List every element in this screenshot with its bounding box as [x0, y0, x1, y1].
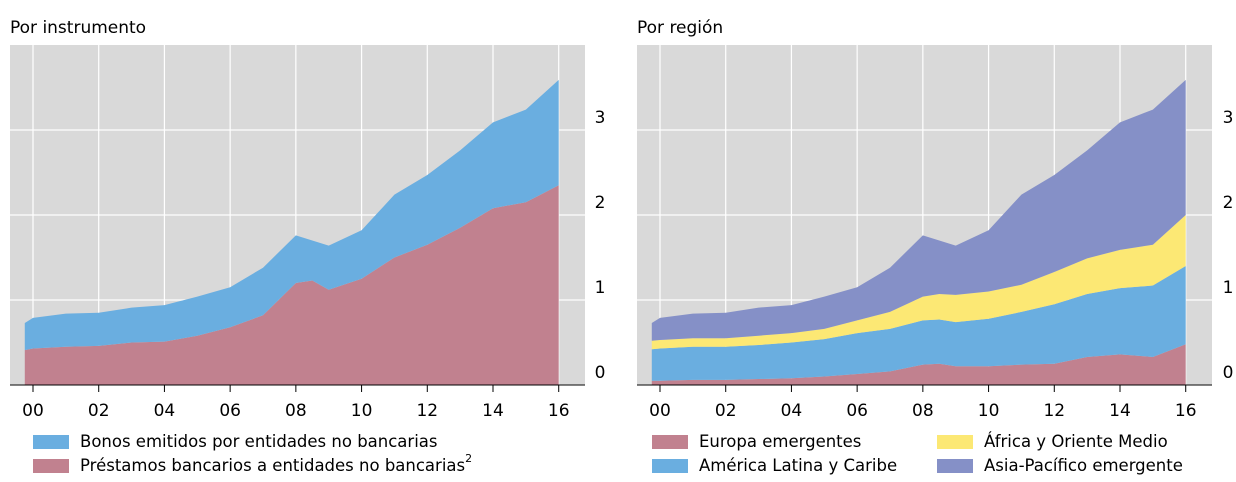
area	[24, 79, 559, 351]
legend-swatch	[33, 459, 69, 473]
y-tick-label: 0	[1223, 363, 1234, 383]
y-tick-label: 3	[1223, 108, 1234, 128]
y-tick-label: 2	[1223, 193, 1234, 213]
area	[24, 185, 559, 385]
panel-title: Por región	[637, 18, 723, 38]
legend-swatch	[33, 435, 69, 449]
x-tick-label: 10	[351, 401, 373, 421]
x-tick-label: 08	[912, 401, 934, 421]
legend-label: Asia-Pacífico emergente	[984, 456, 1183, 475]
x-tick-label: 02	[715, 401, 737, 421]
area	[651, 266, 1186, 381]
legend-label: Europa emergentes	[699, 432, 861, 451]
legend-text: Préstamos bancarios a entidades no banca…	[80, 456, 465, 475]
x-tick-label: 14	[482, 401, 504, 421]
legend-footnote: 2	[465, 452, 472, 465]
x-tick-label: 04	[781, 401, 803, 421]
legend-label: Préstamos bancarios a entidades no banca…	[80, 452, 472, 475]
legend-text: Europa emergentes	[699, 432, 861, 451]
x-tick-label: 00	[22, 401, 44, 421]
legend-label: África y Oriente Medio	[984, 432, 1168, 451]
y-tick-label: 1	[1223, 278, 1234, 298]
area	[651, 344, 1186, 385]
x-tick-label: 06	[846, 401, 868, 421]
legend-text: África y Oriente Medio	[984, 432, 1168, 451]
y-tick-label: 3	[595, 108, 606, 128]
y-tick-label: 0	[595, 363, 606, 383]
x-tick-label: 04	[154, 401, 176, 421]
x-tick-label: 00	[649, 401, 671, 421]
x-tick-label: 02	[88, 401, 110, 421]
area	[651, 79, 1186, 341]
legend-text: Bonos emitidos por entidades no bancaria…	[80, 432, 438, 451]
x-tick-label: 12	[416, 401, 438, 421]
legend-label: Bonos emitidos por entidades no bancaria…	[80, 432, 438, 451]
legend-text: Asia-Pacífico emergente	[984, 456, 1183, 475]
x-tick-label: 14	[1109, 401, 1131, 421]
x-tick-label: 08	[285, 401, 307, 421]
area	[651, 215, 1186, 350]
legend-label: América Latina y Caribe	[699, 456, 897, 475]
x-tick-label: 06	[219, 401, 241, 421]
y-tick-label: 1	[595, 278, 606, 298]
legend-swatch	[937, 435, 973, 449]
y-tick-label: 2	[595, 193, 606, 213]
legend-swatch	[652, 435, 688, 449]
legend-swatch	[937, 459, 973, 473]
x-tick-label: 12	[1043, 401, 1065, 421]
panel-title: Por instrumento	[10, 18, 146, 38]
x-tick-label: 10	[978, 401, 1000, 421]
x-tick-label: 16	[548, 401, 570, 421]
legend-text: América Latina y Caribe	[699, 456, 897, 475]
legend-swatch	[652, 459, 688, 473]
x-tick-label: 16	[1175, 401, 1197, 421]
